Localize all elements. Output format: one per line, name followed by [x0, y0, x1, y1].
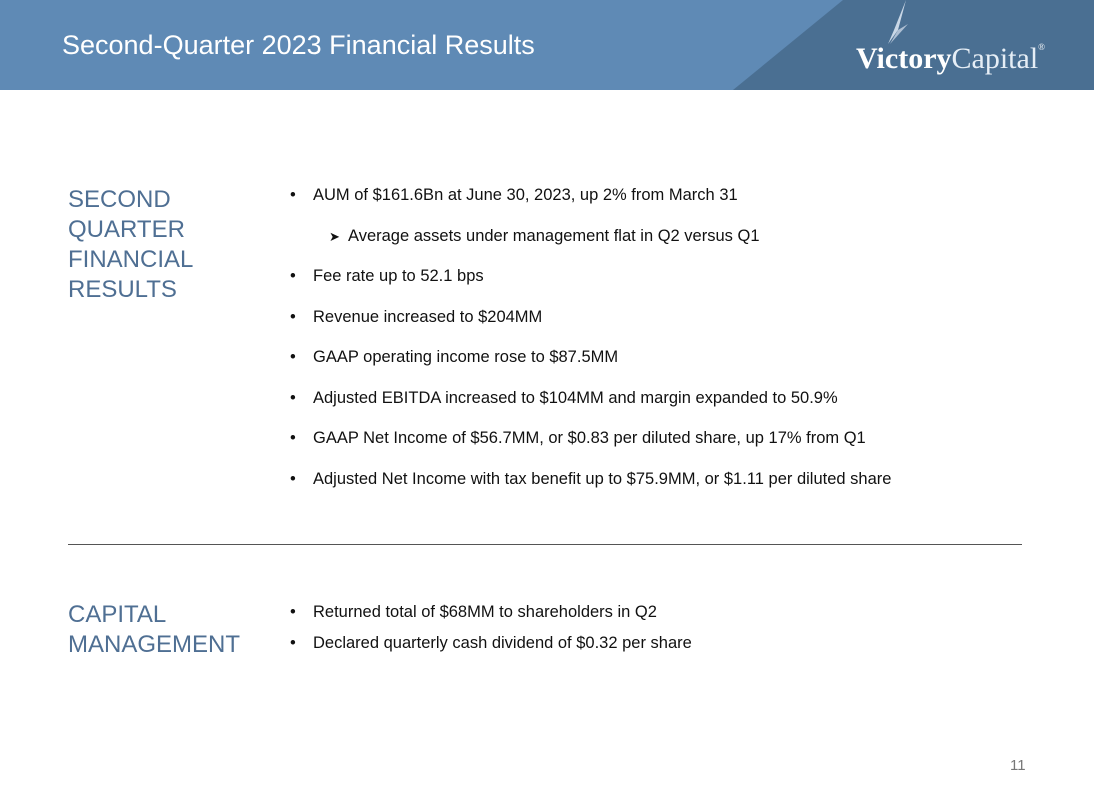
bullet-icon: • [290, 186, 296, 204]
bullet-text: Returned total of $68MM to shareholders … [313, 603, 657, 621]
list-item: • AUM of $161.6Bn at June 30, 2023, up 2%… [290, 186, 891, 227]
bullet-text: GAAP Net Income of $56.7MM, or $0.83 per… [313, 429, 866, 447]
list-item: • Adjusted Net Income with tax benefit up… [290, 470, 891, 511]
bullet-text: Fee rate up to 52.1 bps [313, 267, 484, 285]
bullet-icon: • [290, 267, 296, 285]
bullet-text: AUM of $161.6Bn at June 30, 2023, up 2% … [313, 186, 738, 204]
header-banner: Second-Quarter 2023 Financial Results Vi… [0, 0, 1094, 90]
bullet-icon: • [290, 429, 296, 447]
bullet-icon: • [290, 388, 296, 407]
bullet-text: GAAP operating income rose to $87.5MM [313, 348, 619, 366]
logo-light: Capital [951, 42, 1039, 75]
page-number: 11 [1010, 757, 1026, 774]
logo-sail-icon [888, 0, 908, 44]
bullet-text: Average assets under management flat in … [348, 226, 760, 245]
victory-capital-logo: VictoryCapital® [856, 42, 1045, 76]
divider [68, 544, 1022, 545]
section-label-results: SECOND QUARTER FINANCIAL RESULTS [68, 186, 193, 303]
results-bullets: • AUM of $161.6Bn at June 30, 2023, up 2%… [290, 186, 891, 510]
bullet-icon: • [290, 603, 296, 621]
bullet-text: Declared quarterly cash dividend of $0.3… [313, 634, 692, 652]
bullet-icon: • [290, 307, 296, 326]
bullet-icon: • [290, 469, 296, 488]
list-item: • Adjusted EBITDA increased to $104MM and… [290, 389, 891, 430]
bullet-text: Adjusted EBITDA increased to $104MM and … [313, 388, 838, 407]
list-item: • Returned total of $68MM to shareholders… [290, 603, 692, 634]
list-item: • GAAP Net Income of $56.7MM, or $0.83 pe… [290, 429, 891, 470]
section-label-capital: CAPITAL MANAGEMENT [68, 601, 241, 658]
capital-bullets: • Returned total of $68MM to shareholders… [290, 603, 692, 665]
bullet-text: Adjusted Net Income with tax benefit up … [313, 469, 892, 488]
list-item: • Fee rate up to 52.1 bps [290, 267, 891, 308]
bullet-text: Revenue increased to $204MM [313, 307, 543, 326]
arrow-bullet-icon: ➤ [329, 228, 340, 244]
logo-bold: Victory [856, 42, 952, 75]
bullet-icon: • [290, 634, 296, 652]
list-item: ➤ Average assets under management flat in… [290, 227, 891, 268]
logo-mark: ® [1038, 42, 1046, 52]
list-item: • GAAP operating income rose to $87.5MM [290, 348, 891, 389]
bullet-icon: • [290, 348, 296, 366]
page-title: Second-Quarter 2023 Financial Results [62, 30, 535, 60]
list-item: • Declared quarterly cash dividend of $0.… [290, 634, 692, 665]
list-item: • Revenue increased to $204MM [290, 308, 891, 349]
